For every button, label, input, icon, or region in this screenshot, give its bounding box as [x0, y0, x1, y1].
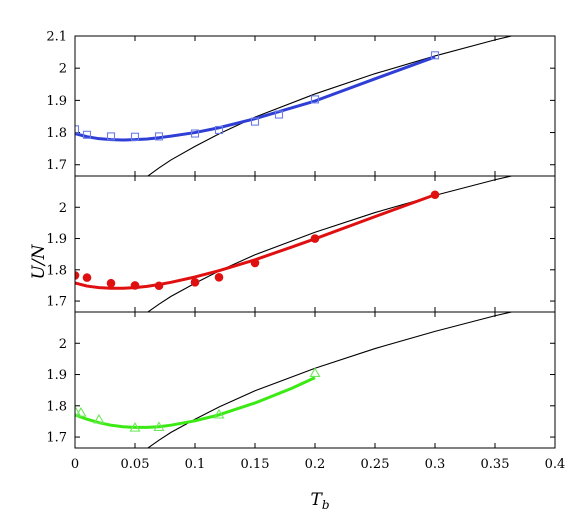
- panel-frame: [74, 175, 556, 313]
- data-point: [75, 406, 87, 417]
- data-point: [130, 132, 140, 141]
- data-point: [75, 405, 81, 416]
- data-point: [430, 51, 440, 60]
- data-point: [75, 125, 80, 134]
- y-tick-label: 1.7: [46, 431, 67, 446]
- fit-curve: [75, 55, 436, 142]
- data-point: [153, 421, 165, 432]
- y-tick-label: 1.8: [46, 399, 67, 414]
- data-point: [190, 277, 200, 287]
- data-point: [130, 281, 140, 290]
- y-tick-label: 1.8: [46, 263, 67, 278]
- panel-1: 1.7 1.8 1.9 2 2.1: [46, 30, 556, 177]
- x-tick-label: 0.1: [185, 457, 206, 472]
- x-tick-label: 0.05: [121, 457, 150, 472]
- data-point: [82, 273, 92, 282]
- y-tick-label: 1.7: [46, 295, 67, 310]
- x-axis-label: Tb: [310, 490, 329, 512]
- y-axis-label: U/N: [29, 243, 49, 279]
- y-tick-label: 1.9: [46, 94, 67, 109]
- y-tick-label: 1.8: [46, 126, 67, 141]
- y-tick-label: 2: [59, 337, 67, 352]
- data-point: [310, 234, 320, 243]
- data-point: [106, 132, 116, 141]
- x-axis-label-main: T: [310, 490, 323, 510]
- data-point: [214, 125, 224, 135]
- data-point: [75, 271, 80, 280]
- x-tick-label: 0.2: [305, 457, 326, 472]
- data-point: [213, 408, 225, 419]
- x-axis-label-subscript: b: [322, 498, 330, 512]
- y-tick-label: 1.9: [46, 368, 67, 383]
- data-point: [154, 281, 164, 291]
- data-point: [430, 190, 440, 200]
- x-tick-label: 0.35: [481, 457, 510, 472]
- y-tick-label: 1.9: [46, 232, 67, 247]
- panel-frame: [74, 311, 556, 449]
- x-axis: 0 0.05 0.1 0.15 0.2 0.25 0.3 0.35 0.4: [71, 457, 565, 472]
- x-tick-label: 0.25: [361, 457, 390, 472]
- plot-area: [75, 312, 514, 448]
- reference-curve: [146, 312, 514, 448]
- data-point: [93, 413, 105, 424]
- data-point: [154, 132, 164, 141]
- data-point: [106, 278, 116, 288]
- panel-frame: [74, 35, 556, 177]
- data-point: [309, 367, 321, 377]
- x-tick-label: 0.3: [425, 457, 446, 472]
- data-point: [129, 421, 141, 432]
- y-tick-label: 2: [59, 201, 67, 216]
- reference-curve: [146, 176, 514, 312]
- panel-2: 1.7 1.8 1.9 2: [46, 175, 556, 313]
- panel-3: 1.7 1.8 1.9 2: [46, 311, 556, 449]
- y-tick-label: 2: [59, 62, 67, 77]
- data-point: [250, 258, 260, 268]
- panels: 1.7 1.8 1.9 2 2.1 1.7 1.8 1.9 2 1.7 1.8 1.9 2: [46, 30, 556, 449]
- plot-area: [75, 176, 514, 312]
- data-point: [250, 117, 260, 126]
- data-point: [190, 129, 200, 138]
- data-point: [274, 110, 284, 119]
- data-point: [82, 130, 92, 139]
- y-tick-label: 2.1: [46, 30, 67, 45]
- data-point: [214, 272, 224, 282]
- x-tick-label: 0.15: [241, 457, 270, 472]
- data-point: [310, 95, 320, 104]
- reference-curve: [146, 36, 514, 176]
- fit-curve: [75, 193, 436, 290]
- fit-curve: [75, 376, 316, 429]
- x-tick-label: 0.4: [545, 457, 566, 472]
- x-tick-label: 0: [71, 457, 79, 472]
- plot-area: [75, 36, 514, 176]
- y-tick-label: 1.7: [46, 158, 67, 173]
